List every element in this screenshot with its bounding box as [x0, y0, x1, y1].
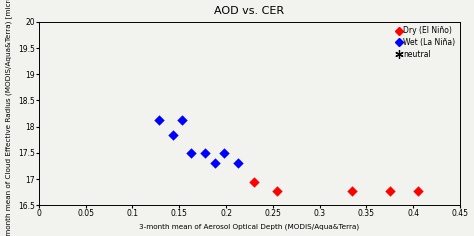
Point	[211, 161, 219, 165]
Legend: Dry (El Niño), Wet (La Niña), neutral: Dry (El Niño), Wet (La Niña), neutral	[395, 26, 456, 59]
Point	[220, 151, 228, 155]
X-axis label: 3-month mean of Aerosol Optical Depth (MODIS/Aqua&Terra): 3-month mean of Aerosol Optical Depth (M…	[139, 224, 359, 230]
Point	[273, 189, 281, 193]
Point	[169, 133, 176, 136]
Point	[348, 189, 356, 193]
Point	[194, 133, 202, 136]
Point	[235, 161, 242, 165]
Point	[201, 151, 209, 155]
Y-axis label: 3-month mean of Cloud Effective Radius (MODIS/Aqua&Terra) [microns]: 3-month mean of Cloud Effective Radius (…	[6, 0, 12, 236]
Point	[188, 151, 195, 155]
Point	[227, 151, 235, 155]
Point	[155, 118, 163, 122]
Point	[386, 189, 393, 193]
Point	[414, 189, 422, 193]
Point	[178, 118, 186, 122]
Point	[248, 154, 256, 157]
Title: AOD vs. CER: AOD vs. CER	[214, 6, 284, 16]
Point	[250, 180, 258, 184]
